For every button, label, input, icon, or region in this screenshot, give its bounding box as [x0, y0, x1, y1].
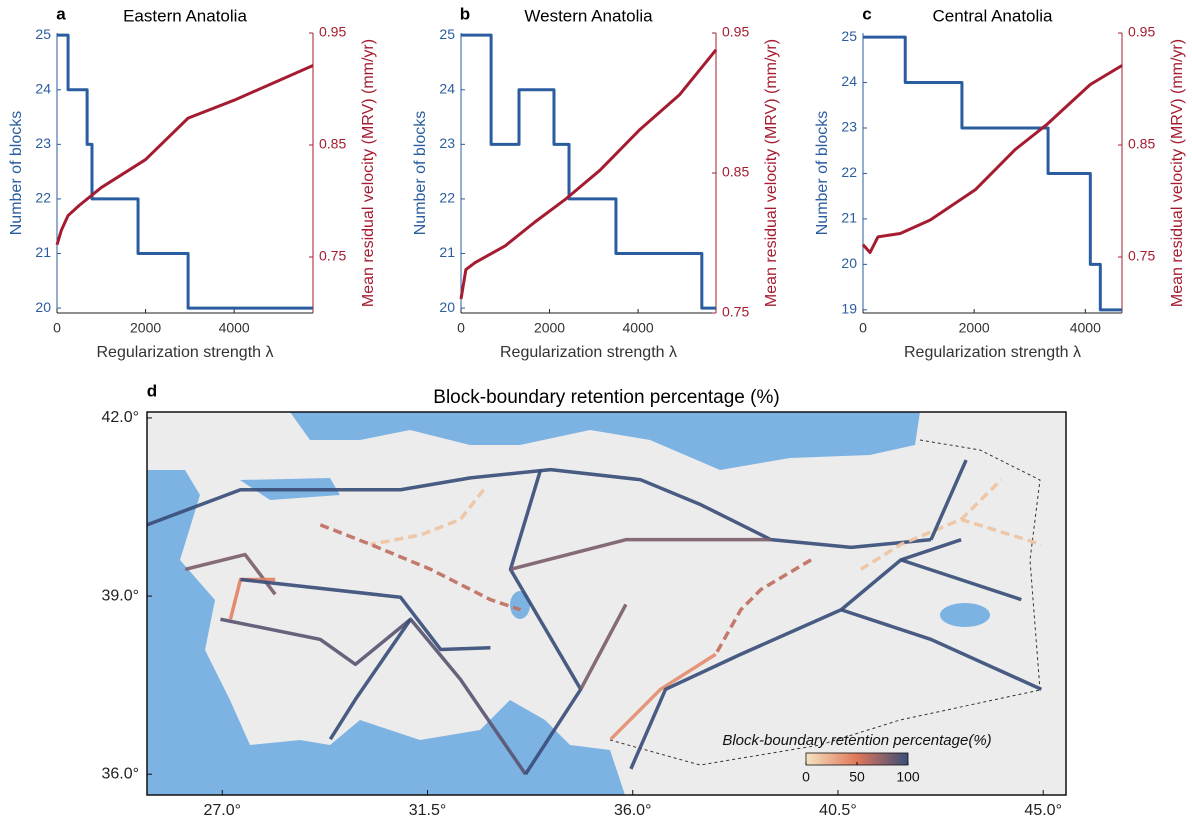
x-axis-label: Regularization strength λ	[500, 344, 677, 361]
series-line	[57, 35, 313, 308]
y-tick-label: 24	[35, 80, 51, 96]
y2-tick-label: 0.75	[722, 304, 749, 320]
y-tick-label: 20	[35, 299, 51, 315]
x-tick-label: 4000	[219, 320, 250, 336]
figure: aEastern Anatolia0200040002021222324250.…	[0, 0, 1192, 825]
y2-tick-label: 0.75	[1128, 248, 1155, 264]
x-tick-label: 4000	[623, 320, 654, 336]
y2-axis-label: Mean residual velocity (MRV) (mm/yr)	[360, 39, 377, 307]
y-tick-label: 24	[841, 73, 857, 89]
x-tick-label: 45.0°	[1024, 802, 1062, 819]
y-tick-label: 20	[841, 255, 857, 271]
y-tick-label: 23	[439, 135, 455, 151]
colorbar-tick-label: 0	[802, 769, 810, 785]
y-tick-label: 24	[439, 80, 455, 96]
y2-tick-label: 0.85	[319, 136, 346, 152]
x-tick-label: 0	[53, 320, 61, 336]
map-title: Block-boundary retention percentage (%)	[433, 387, 779, 408]
panel-label: d	[147, 381, 157, 400]
colorbar-tick-label: 50	[849, 769, 865, 785]
y2-axis-label: Mean residual velocity (MRV) (mm/yr)	[1169, 39, 1186, 307]
x-tick-label: 40.5°	[819, 802, 857, 819]
y-tick-label: 23	[35, 135, 51, 151]
y-axis-label: Number of blocks	[8, 111, 25, 236]
y-axis-label: Number of blocks	[412, 111, 429, 236]
y2-tick-label: 0.95	[319, 24, 346, 40]
colorbar-label: Block-boundary retention percentage(%)	[722, 732, 991, 749]
y2-tick-label: 0.85	[1128, 136, 1155, 152]
panel-title: Western Anatolia	[524, 6, 653, 25]
x-tick-label: 2000	[130, 320, 161, 336]
x-tick-label: 4000	[1070, 320, 1101, 336]
x-tick-label: 0	[457, 320, 465, 336]
y-tick-label: 25	[35, 26, 51, 42]
y-tick-label: 25	[841, 28, 857, 44]
y-tick-label: 22	[439, 190, 455, 206]
panel-label: c	[862, 4, 871, 23]
y2-tick-label: 0.85	[722, 164, 749, 180]
x-tick-label: 31.5°	[409, 802, 447, 819]
y-tick-label: 21	[439, 244, 455, 260]
x-tick-label: 0	[859, 320, 867, 336]
y2-tick-label: 0.75	[319, 248, 346, 264]
y-tick-label: 22	[841, 164, 857, 180]
panel-title: Central Anatolia	[932, 6, 1053, 25]
y-tick-label: 19	[841, 301, 857, 317]
y-tick-label: 42.0°	[101, 409, 139, 426]
panel-label: a	[56, 4, 66, 23]
y-axis-label: Number of blocks	[814, 111, 831, 236]
y2-axis-label: Mean residual velocity (MRV) (mm/yr)	[763, 39, 780, 307]
x-tick-label: 2000	[959, 320, 990, 336]
y2-tick-label: 0.95	[722, 24, 749, 40]
y2-tick-label: 0.95	[1128, 24, 1155, 40]
panel-title: Eastern Anatolia	[123, 6, 247, 25]
y-tick-label: 36.0°	[101, 765, 139, 782]
panel-label: b	[460, 4, 470, 23]
y-tick-label: 25	[439, 26, 455, 42]
y-tick-label: 21	[35, 244, 51, 260]
x-tick-label: 36.0°	[614, 802, 652, 819]
x-tick-label: 2000	[534, 320, 565, 336]
colorbar-tick-label: 100	[896, 769, 920, 785]
x-tick-label: 27.0°	[203, 802, 241, 819]
y-tick-label: 22	[35, 190, 51, 206]
series-line	[57, 65, 313, 244]
series-line	[461, 35, 716, 308]
x-axis-label: Regularization strength λ	[97, 344, 274, 361]
y-tick-label: 23	[841, 119, 857, 135]
y-tick-label: 21	[841, 210, 857, 226]
x-axis-label: Regularization strength λ	[904, 344, 1081, 361]
series-line	[863, 65, 1122, 252]
series-line	[461, 50, 716, 299]
y-tick-label: 39.0°	[101, 587, 139, 604]
y-tick-label: 20	[439, 299, 455, 315]
